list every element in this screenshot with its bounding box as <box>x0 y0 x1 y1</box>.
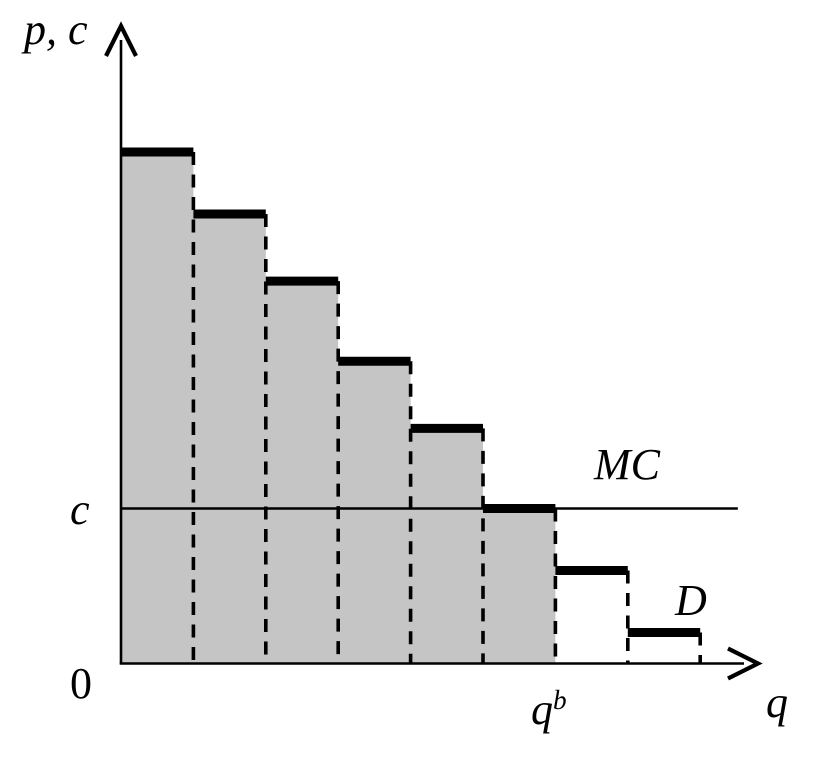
mc-curve-label: MC <box>594 440 660 489</box>
y-axis-arrow-icon <box>104 21 138 57</box>
qb-label-base: q <box>531 685 553 734</box>
x-axis-label: q <box>766 678 788 727</box>
shaded-area-under-demand <box>121 151 556 664</box>
qb-label-superscript: b <box>553 685 567 715</box>
demand-curve-label: D <box>675 576 707 625</box>
x-axis-arrow-icon <box>727 646 763 681</box>
qb-quantity-label: qb <box>531 685 567 734</box>
origin-label: 0 <box>70 659 92 708</box>
y-axis-label: p, c <box>24 5 88 54</box>
cost-level-label: c <box>70 485 90 534</box>
